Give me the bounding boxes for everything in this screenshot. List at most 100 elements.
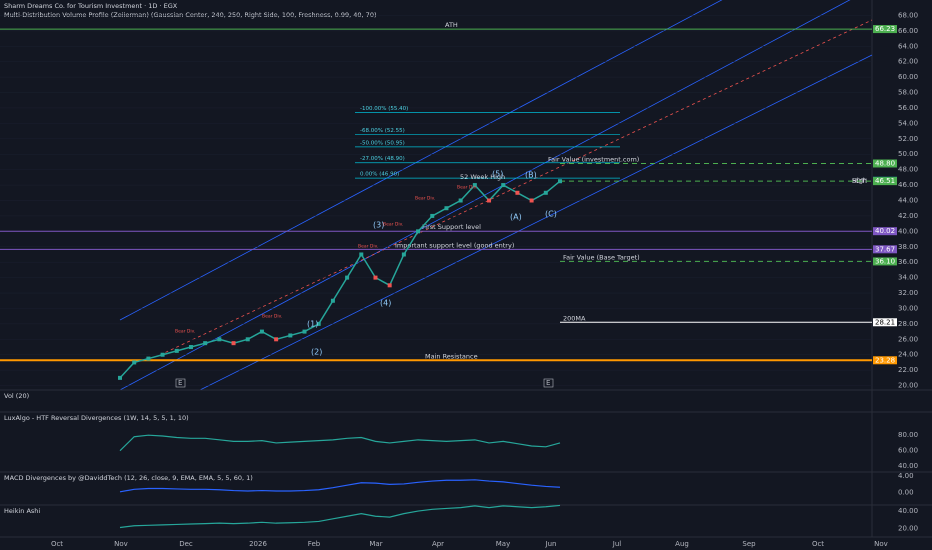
candle: [132, 360, 137, 365]
candle: [543, 190, 548, 195]
wave-label: (5): [492, 170, 503, 179]
candle: [458, 198, 463, 203]
level-label: Fair Value (investment.com): [548, 155, 639, 163]
level-label: Main Resistance: [425, 352, 478, 360]
y-tick-label: 56.00: [898, 104, 918, 112]
x-tick-label: Nov: [874, 540, 888, 548]
level-label: Important support level (good entry): [395, 241, 514, 249]
price-tag-value: 23.28: [875, 356, 895, 364]
y-tick-label: 0.00: [898, 489, 914, 497]
y-tick-label: 50.00: [898, 150, 918, 158]
price-tag: [873, 318, 897, 327]
x-tick-label: 2026: [249, 540, 267, 548]
candle: [274, 337, 279, 342]
candle: [302, 329, 307, 334]
y-tick-label: 4.00: [898, 472, 914, 480]
candle: [259, 329, 264, 334]
candle: [387, 283, 392, 288]
pane-title: Vol (20): [4, 392, 29, 400]
y-tick-label: 28.00: [898, 320, 918, 328]
wave-label: (3): [373, 221, 384, 230]
candle: [529, 198, 534, 203]
price-tag: [873, 257, 897, 266]
wave-label: (1): [307, 320, 318, 329]
divergence-label: Bear Div.: [415, 196, 435, 202]
pane-line: [119, 504, 561, 529]
channel-line: [119, 0, 851, 391]
event-box: [175, 378, 186, 388]
x-tick-label: May: [496, 540, 510, 548]
wave-label: (A): [510, 213, 522, 222]
candle: [118, 375, 122, 380]
candle: [288, 333, 293, 338]
price-tag: [873, 25, 897, 34]
y-tick-label: 60.00: [898, 447, 918, 455]
pane-title: Heikin Ashi: [4, 507, 40, 515]
event-box: [543, 378, 554, 388]
title: Sharm Dreams Co. for Tourism Investment …: [4, 2, 178, 10]
subtitle: Multi-Distribution Volume Profile (Zeiie…: [4, 11, 377, 19]
price-line: [119, 180, 561, 379]
wave-label: (4): [380, 299, 391, 308]
y-tick-label: 20.00: [898, 524, 918, 532]
candle: [515, 190, 520, 195]
y-tick-label: 24.00: [898, 351, 918, 359]
candle: [487, 198, 492, 203]
price-tag: [873, 159, 897, 168]
channel-midline: [159, 19, 873, 356]
divergence-label: Bear Div.: [457, 185, 477, 191]
x-tick-label: Dec: [179, 540, 193, 548]
candle: [160, 352, 165, 357]
y-tick-label: 40.00: [898, 462, 918, 470]
y-tick-label: 32.00: [898, 289, 918, 297]
wave-label: (2): [311, 348, 322, 357]
price-tag-name: High: [852, 177, 867, 185]
divergence-label: Bear Div.: [262, 314, 282, 320]
pane-title: LuxAlgo - HTF Reversal Divergences (1W, …: [4, 414, 189, 422]
pane-title: MACD Divergences by @DaviddTech (12, 26,…: [4, 474, 253, 482]
candle: [245, 337, 250, 342]
y-tick-label: 60.00: [898, 73, 918, 81]
candle: [373, 275, 378, 280]
candle: [174, 348, 179, 353]
candle: [203, 341, 208, 346]
price-tag-value: 46.51: [875, 177, 895, 185]
y-tick-label: 22.00: [898, 366, 918, 374]
level-label: 200MA: [563, 314, 586, 322]
y-tick-label: 52.00: [898, 135, 918, 143]
fib-label: -50.00% (50.95): [360, 140, 405, 146]
candle: [146, 356, 151, 361]
wave-label: (C): [545, 210, 557, 219]
x-tick-label: Nov: [114, 540, 128, 548]
y-tick-label: 58.00: [898, 89, 918, 97]
y-tick-label: 64.00: [898, 42, 918, 50]
level-label: Fair Value (Base Target): [563, 253, 640, 261]
price-tag-value: 66.23: [875, 25, 895, 33]
event-label: E: [546, 379, 550, 387]
price-tag: [873, 227, 897, 236]
price-tag-value: 40.02: [875, 227, 895, 235]
x-tick-label: Sep: [742, 540, 756, 548]
candle: [217, 337, 222, 342]
y-tick-label: 26.00: [898, 335, 918, 343]
x-tick-label: Oct: [812, 540, 824, 548]
pane-line: [119, 434, 561, 452]
price-tag: [873, 177, 897, 186]
x-tick-label: Jul: [612, 540, 622, 548]
candle: [330, 298, 335, 303]
y-tick-label: 20.00: [898, 382, 918, 390]
y-tick-label: 40.00: [898, 507, 918, 515]
candle: [501, 183, 506, 188]
price-tag-value: 28.21: [875, 318, 895, 326]
x-tick-label: Jun: [545, 540, 557, 548]
x-tick-label: Mar: [369, 540, 382, 548]
channel-line: [199, 54, 873, 391]
y-tick-label: 80.00: [898, 431, 918, 439]
price-tag-value: 36.10: [875, 257, 895, 265]
y-tick-label: 36.00: [898, 258, 918, 266]
x-tick-label: Oct: [51, 540, 63, 548]
y-tick-label: 46.00: [898, 181, 918, 189]
price-tag: [873, 356, 897, 365]
